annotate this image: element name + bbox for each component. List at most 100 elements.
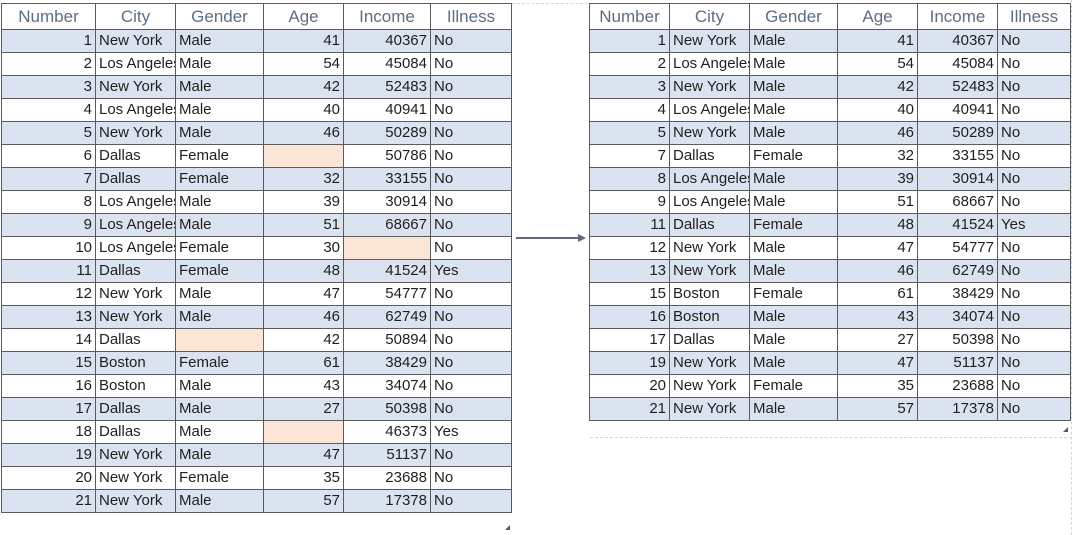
cell-gender[interactable]: Female: [175, 259, 264, 283]
cell-number[interactable]: 10: [1, 236, 96, 260]
cell-gender[interactable]: Male: [175, 489, 264, 513]
cell-city[interactable]: Boston: [95, 374, 176, 398]
cell-income[interactable]: 68667: [343, 213, 431, 237]
header-income[interactable]: Income: [917, 3, 998, 30]
cell-city[interactable]: Dallas: [95, 397, 176, 421]
cell-number[interactable]: 1: [589, 29, 670, 53]
cell-city[interactable]: Boston: [669, 305, 750, 329]
cell-age[interactable]: 47: [837, 351, 918, 375]
header-illness[interactable]: Illness: [430, 3, 512, 30]
cell-income[interactable]: 50289: [343, 121, 431, 145]
cell-income[interactable]: 54777: [917, 236, 998, 260]
cell-age[interactable]: 43: [837, 305, 918, 329]
cell-age[interactable]: 54: [837, 52, 918, 76]
cell-city[interactable]: New York: [669, 121, 750, 145]
cell-income[interactable]: 34074: [343, 374, 431, 398]
cell-income[interactable]: 40941: [343, 98, 431, 122]
cell-age[interactable]: 40: [837, 98, 918, 122]
cell-income[interactable]: 51137: [343, 443, 431, 467]
cell-gender[interactable]: Male: [175, 98, 264, 122]
cell-city[interactable]: Dallas: [669, 213, 750, 237]
cell-number[interactable]: 5: [1, 121, 96, 145]
cell-illness[interactable]: No: [997, 167, 1071, 191]
cell-number[interactable]: 12: [589, 236, 670, 260]
cell-gender[interactable]: Male: [749, 52, 838, 76]
cell-age[interactable]: 42: [263, 75, 344, 99]
cell-number[interactable]: 17: [1, 397, 96, 421]
cell-gender[interactable]: Male: [175, 190, 264, 214]
cell-income[interactable]: 38429: [917, 282, 998, 306]
cell-age[interactable]: 27: [837, 328, 918, 352]
cell-income[interactable]: 40941: [917, 98, 998, 122]
cell-income[interactable]: 50786: [343, 144, 431, 168]
cell-city[interactable]: Los Angeles: [95, 98, 176, 122]
cell-number[interactable]: 20: [589, 374, 670, 398]
cell-city[interactable]: Dallas: [669, 144, 750, 168]
table-resize-handle[interactable]: [1063, 427, 1068, 432]
cell-gender[interactable]: Male: [749, 98, 838, 122]
cell-illness[interactable]: No: [997, 29, 1071, 53]
cell-age-missing[interactable]: [263, 420, 344, 444]
cell-number[interactable]: 8: [589, 167, 670, 191]
cell-number[interactable]: 2: [589, 52, 670, 76]
cell-income[interactable]: 41524: [917, 213, 998, 237]
cell-illness[interactable]: No: [997, 144, 1071, 168]
cell-city[interactable]: Dallas: [95, 259, 176, 283]
cell-illness[interactable]: No: [430, 98, 512, 122]
cell-income[interactable]: 45084: [917, 52, 998, 76]
cell-city[interactable]: Los Angeles: [669, 98, 750, 122]
cell-illness[interactable]: No: [430, 489, 512, 513]
cell-number[interactable]: 5: [589, 121, 670, 145]
cell-gender[interactable]: Male: [175, 75, 264, 99]
cell-age[interactable]: 51: [263, 213, 344, 237]
cell-age[interactable]: 41: [263, 29, 344, 53]
cell-illness[interactable]: No: [997, 121, 1071, 145]
cell-gender[interactable]: Male: [749, 397, 838, 421]
cell-illness[interactable]: No: [997, 190, 1071, 214]
cell-age[interactable]: 32: [837, 144, 918, 168]
cell-illness[interactable]: No: [997, 52, 1071, 76]
cell-gender[interactable]: Male: [175, 305, 264, 329]
cell-number[interactable]: 6: [1, 144, 96, 168]
cell-city[interactable]: New York: [95, 305, 176, 329]
cell-gender[interactable]: Male: [175, 374, 264, 398]
cell-illness[interactable]: No: [430, 29, 512, 53]
cell-gender[interactable]: Male: [175, 397, 264, 421]
cell-number[interactable]: 18: [1, 420, 96, 444]
header-gender[interactable]: Gender: [749, 3, 838, 30]
cell-gender[interactable]: Male: [749, 351, 838, 375]
cell-gender[interactable]: Female: [175, 167, 264, 191]
header-income[interactable]: Income: [343, 3, 431, 30]
cell-income[interactable]: 68667: [917, 190, 998, 214]
cell-age[interactable]: 48: [263, 259, 344, 283]
cell-city[interactable]: New York: [669, 236, 750, 260]
cell-number[interactable]: 12: [1, 282, 96, 306]
cell-age[interactable]: 42: [263, 328, 344, 352]
cell-illness[interactable]: No: [430, 167, 512, 191]
cell-income[interactable]: 34074: [917, 305, 998, 329]
cell-income[interactable]: 52483: [343, 75, 431, 99]
cell-income-missing[interactable]: [343, 236, 431, 260]
cell-illness[interactable]: No: [997, 351, 1071, 375]
cell-illness[interactable]: No: [430, 328, 512, 352]
cell-city[interactable]: Boston: [95, 351, 176, 375]
cell-number[interactable]: 21: [589, 397, 670, 421]
cell-city[interactable]: Los Angeles: [95, 213, 176, 237]
cell-illness[interactable]: No: [430, 52, 512, 76]
cell-number[interactable]: 4: [589, 98, 670, 122]
cell-gender[interactable]: Male: [175, 29, 264, 53]
cell-illness[interactable]: No: [430, 282, 512, 306]
header-illness[interactable]: Illness: [997, 3, 1071, 30]
cell-income[interactable]: 62749: [917, 259, 998, 283]
cell-income[interactable]: 41524: [343, 259, 431, 283]
cell-age[interactable]: 46: [263, 121, 344, 145]
cell-illness[interactable]: No: [997, 305, 1071, 329]
cell-illness[interactable]: No: [997, 98, 1071, 122]
cell-income[interactable]: 50289: [917, 121, 998, 145]
cell-gender[interactable]: Female: [175, 236, 264, 260]
cell-income[interactable]: 33155: [917, 144, 998, 168]
cell-age[interactable]: 46: [263, 305, 344, 329]
cell-gender[interactable]: Male: [175, 443, 264, 467]
cell-gender[interactable]: Male: [175, 52, 264, 76]
cell-city[interactable]: New York: [95, 75, 176, 99]
